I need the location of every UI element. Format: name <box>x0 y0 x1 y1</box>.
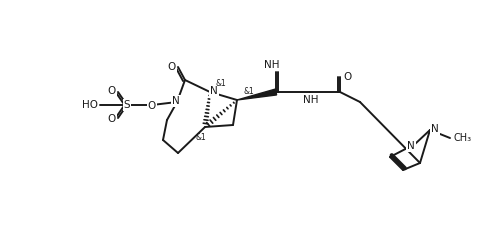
Text: O: O <box>344 72 352 82</box>
Text: O: O <box>148 101 156 111</box>
Text: N: N <box>210 86 218 96</box>
Text: S: S <box>124 100 130 110</box>
Text: N: N <box>172 96 180 106</box>
Text: O: O <box>168 62 176 72</box>
Text: NH: NH <box>303 95 319 105</box>
Text: O: O <box>108 86 116 96</box>
Text: CH₃: CH₃ <box>453 133 471 143</box>
Polygon shape <box>237 89 276 100</box>
Text: &1: &1 <box>196 133 207 143</box>
Text: O: O <box>108 114 116 124</box>
Text: NH: NH <box>264 60 280 70</box>
Text: N: N <box>431 124 439 134</box>
Text: &1: &1 <box>215 78 226 88</box>
Text: N: N <box>407 141 415 151</box>
Text: HO: HO <box>82 100 98 110</box>
Text: &1: &1 <box>244 86 255 96</box>
